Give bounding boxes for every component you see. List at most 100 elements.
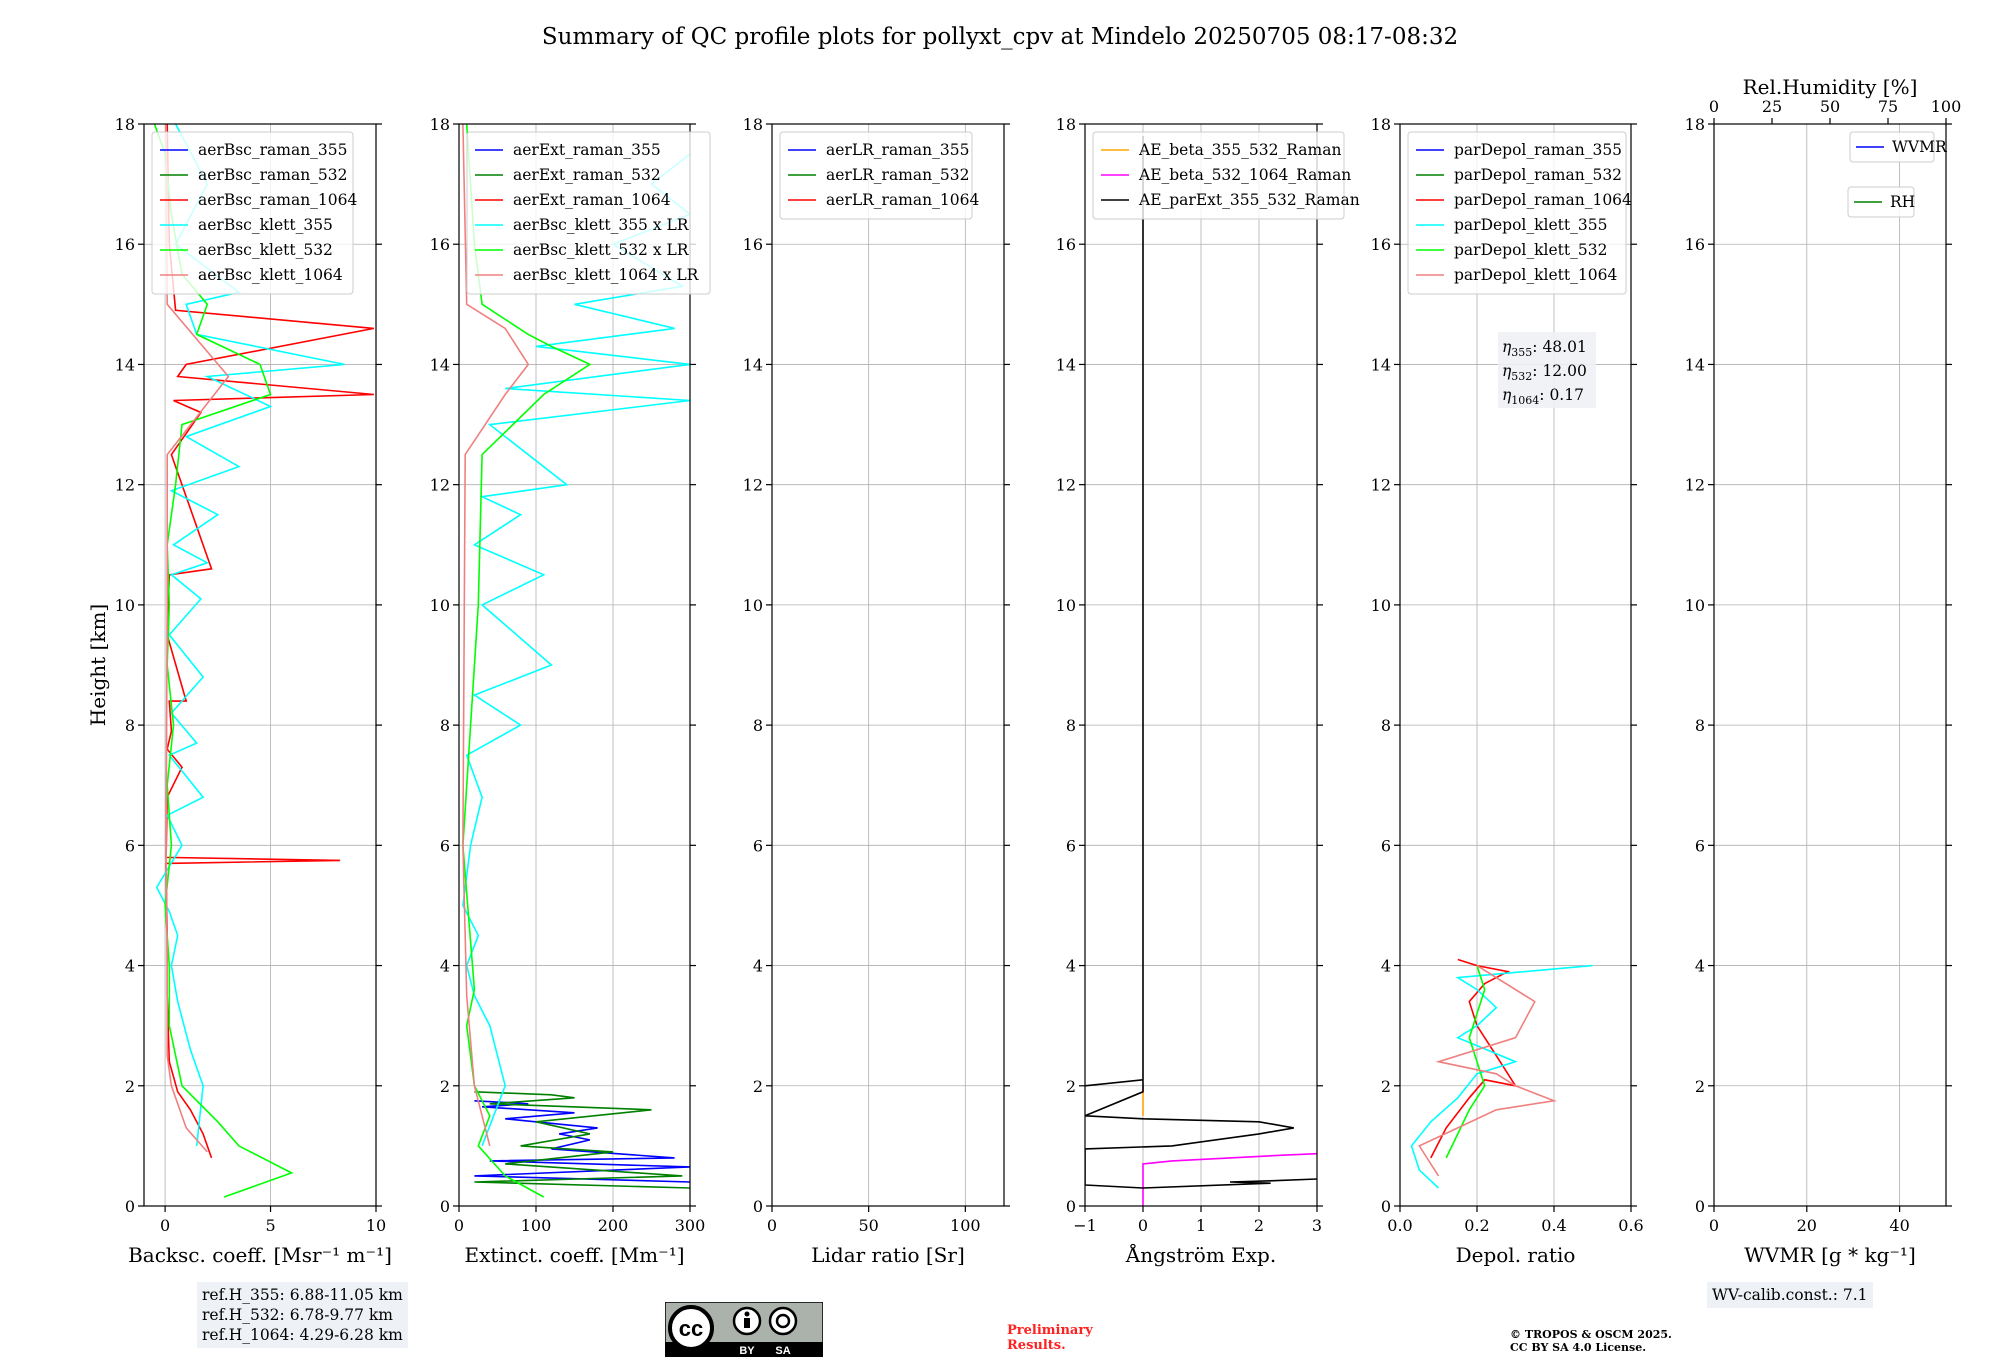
wv-calibration-box: WV-calib.const.: 7.1 [1707,1282,1873,1308]
legend-label: aerBsc_raman_355 [198,141,348,159]
legend-label: AE_beta_532_1064_Raman [1138,166,1351,184]
y-tick-label: 6 [125,836,135,855]
y-tick-label: 4 [753,957,763,976]
legend-label: aerBsc_klett_532 [198,241,333,259]
panel-lr: 0 2 4 6 8 10 12 14 16 18 0 50 100 Lidar ratio [Sr] aer… [743,115,1010,1267]
x-tick-label: 10 [366,1216,386,1235]
legend-label: aerBsc_klett_355 [198,216,333,234]
y-tick-label: 14 [430,355,450,374]
legend-label: AE_parExt_355_532_Raman [1138,191,1360,209]
copyright-line-1: © TROPOS & OSCM 2025. [1510,1328,1672,1341]
y-tick-label: 12 [430,476,450,495]
y-tick-label: 6 [753,836,763,855]
series-line-ae-beta-532-1064-raman [1142,1152,1317,1206]
legend: parDepol_raman_355 parDepol_raman_532 parD… [1407,131,1632,295]
legend-label: parDepol_raman_355 [1454,141,1622,159]
preliminary-results-note: Preliminary Results. [1007,1323,1093,1353]
ref-height-532: ref.H_532: 6.78-9.77 km [202,1306,393,1324]
x-tick-label: 0.0 [1387,1216,1412,1235]
x-tick-label: 100 [950,1216,981,1235]
top-axis-label: Rel.Humidity [%] [1743,75,1918,99]
y-tick-label: 12 [743,476,763,495]
y-tick-label: 16 [1371,235,1391,254]
y-tick-label: 4 [1066,957,1076,976]
series-line-aerext-raman-532 [474,1091,690,1189]
x-tick-label: 0.6 [1618,1216,1643,1235]
y-tick-label: 18 [115,115,135,134]
y-tick-label: 18 [1685,115,1705,134]
series-line-aerbsc-klett-532 [153,124,294,1198]
y-tick-label: 10 [430,596,450,615]
y-tick-label: 8 [1381,716,1391,735]
x-tick-label: 0.4 [1541,1216,1566,1235]
axes-frame [1713,123,1947,1207]
series-line-aerbsc-klett-1064-x-lr [462,124,530,1147]
y-tick-label: 14 [1056,355,1076,374]
y-tick-label: 16 [430,235,450,254]
copyright-note: © TROPOS & OSCM 2025. CC BY SA 4.0 Licen… [1510,1328,1672,1354]
y-tick-label: 18 [1056,115,1076,134]
top-tick-label: 25 [1762,97,1782,116]
x-tick-label: 2 [1254,1216,1264,1235]
cc-by-sa-license-badge: cc BY SA [664,1301,824,1358]
x-tick-label: 40 [1889,1216,1909,1235]
legend-label: aerExt_raman_355 [513,141,661,159]
legend-label: aerLR_raman_1064 [826,191,979,209]
legend-box [1407,131,1627,295]
y-tick-label: 12 [1056,476,1076,495]
axes-frame [1399,123,1632,1207]
eta-annotation: η532: 12.00 [1502,362,1587,383]
y-tick-label: 4 [125,957,135,976]
series-line-aerbsc-klett-1064 [165,124,230,1153]
legend-label: RH [1890,193,1915,211]
y-tick-label: 18 [1371,115,1391,134]
legend-label: aerLR_raman_355 [826,141,969,159]
series-line-pardepol-klett-532 [1445,965,1486,1159]
x-axis-label: Depol. ratio [1456,1243,1576,1267]
x-tick-label: 100 [521,1216,552,1235]
y-tick-label: 8 [440,716,450,735]
series-line-pardepol-klett-355 [1410,964,1593,1189]
legend-label: aerBsc_raman_532 [198,166,348,184]
legend-label: aerLR_raman_532 [826,166,969,184]
x-axis-label: Ångström Exp. [1125,1242,1276,1267]
legend-label: WVMR [1892,138,1948,156]
panel-bsc: 0 2 4 6 8 10 12 14 16 18 0 5 10 Backsc. coeff. [Msr⁻¹… [86,115,392,1267]
series-group [462,124,690,1198]
series-group [1085,136,1317,1206]
legend-label: aerBsc_klett_1064 [198,266,343,284]
legend: aerBsc_raman_355 aerBsc_raman_532 aerBsc_r… [151,131,358,295]
panel-depol: 0 2 4 6 8 10 12 14 16 18 0.0 0.2 0.4 0.6 Depol. ratio p… [1371,115,1644,1267]
series-line-aerbsc-klett-532-x-lr [462,124,592,1198]
axes-frame [458,123,691,1207]
y-tick-label: 10 [1685,596,1705,615]
reference-heights-box: ref.H_355: 6.88-11.05 km ref.H_532: 6.78… [197,1282,408,1348]
y-tick-label: 6 [1695,836,1705,855]
series-line-ae-parext-355-532-raman [1085,136,1317,1189]
y-tick-label: 0 [1381,1197,1391,1216]
top-tick-label: 75 [1878,97,1898,116]
copyright-line-2: CC BY SA 4.0 License. [1510,1341,1647,1354]
eta-box [1498,332,1596,408]
ref-height-1064: ref.H_1064: 4.29-6.28 km [202,1326,403,1344]
y-tick-label: 14 [743,355,763,374]
eta-annotation: η355: 48.01 [1502,338,1587,359]
y-tick-label: 18 [743,115,763,134]
axes-frame [143,123,377,1207]
series-group [153,124,375,1198]
x-tick-label: 1 [1196,1216,1206,1235]
x-tick-label: 5 [265,1216,275,1235]
y-tick-label: 16 [743,235,763,254]
x-tick-label: 20 [1797,1216,1817,1235]
y-tick-label: 6 [1381,836,1391,855]
x-tick-label: 0 [454,1216,464,1235]
x-tick-label: 0 [1138,1216,1148,1235]
series-group [1410,958,1593,1189]
y-tick-label: 2 [1066,1077,1076,1096]
badge-by-label: BY [739,1345,755,1357]
legend: AE_beta_355_532_Raman AE_beta_532_1064_Ra… [1092,131,1360,220]
y-tick-label: 10 [115,596,135,615]
axes-frame [771,123,1005,1207]
